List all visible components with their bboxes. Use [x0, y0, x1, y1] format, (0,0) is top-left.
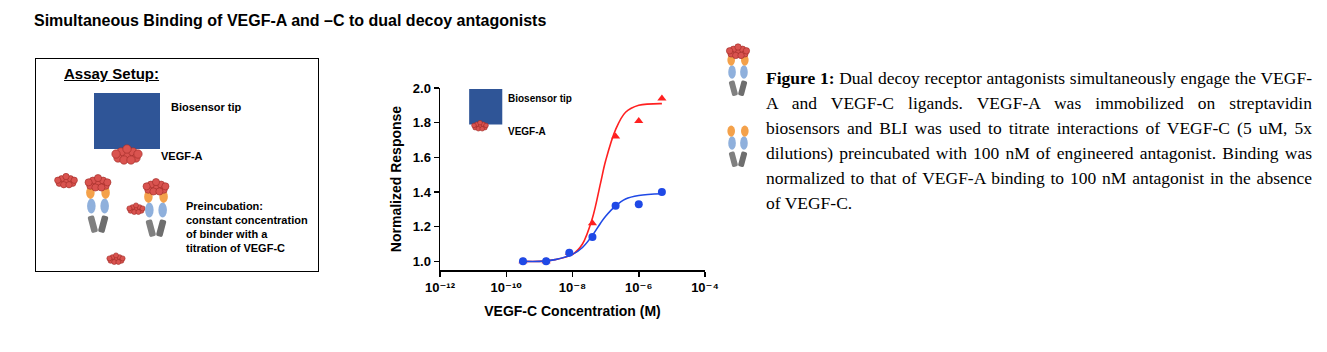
svg-text:10⁻¹²: 10⁻¹²: [425, 280, 456, 295]
svg-text:Normalized Response: Normalized Response: [388, 106, 404, 252]
svg-text:1.2: 1.2: [413, 219, 431, 234]
html-text:Assay Setup:: Assay Setup:: [64, 65, 159, 82]
html-text:Figure 1: Dual decoy receptor: Figure 1: Dual decoy receptor antagonist…: [766, 68, 1312, 213]
html-text:VEGF-A: VEGF-A: [161, 150, 203, 162]
html-text:of binder with a: of binder with a: [186, 228, 268, 240]
svg-text:VEGF-C Concentration (M): VEGF-C Concentration (M): [484, 303, 661, 319]
svg-text:1.6: 1.6: [413, 150, 431, 165]
svg-text:10⁻⁴: 10⁻⁴: [691, 280, 719, 295]
svg-text:Biosensor tip: Biosensor tip: [508, 93, 572, 104]
svg-text:VEGF-A: VEGF-A: [508, 126, 546, 137]
svg-text:2.0: 2.0: [413, 81, 431, 96]
html-text:titration of VEGF-C: titration of VEGF-C: [186, 242, 285, 254]
svg-text:10⁻⁶: 10⁻⁶: [625, 280, 652, 295]
svg-text:1.0: 1.0: [413, 254, 431, 269]
svg-text:10⁻¹⁰: 10⁻¹⁰: [491, 280, 523, 295]
html-text:Preincubation:: Preincubation:: [186, 200, 263, 212]
html-text:Simultaneous Binding of VEGF-A: Simultaneous Binding of VEGF-A and –C to…: [34, 12, 547, 29]
html-text:Biosensor tip: Biosensor tip: [171, 101, 242, 113]
svg-text:1.4: 1.4: [413, 185, 432, 200]
svg-text:1.8: 1.8: [413, 115, 431, 130]
html-text:constant concentration: constant concentration: [186, 214, 308, 226]
svg-text:10⁻⁸: 10⁻⁸: [559, 280, 586, 295]
